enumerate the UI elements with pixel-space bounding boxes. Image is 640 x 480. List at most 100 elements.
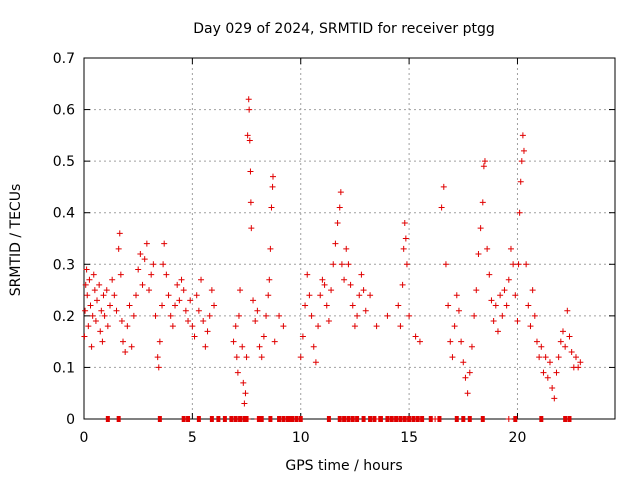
zero-value-marker	[394, 416, 399, 422]
data-point	[449, 354, 456, 361]
data-point	[256, 343, 263, 350]
data-point	[174, 281, 181, 288]
data-point	[122, 348, 129, 355]
data-point	[460, 359, 467, 366]
data-point	[193, 292, 200, 299]
data-point	[243, 354, 250, 361]
data-point	[118, 318, 125, 325]
x-tick-label: 10	[292, 430, 310, 446]
data-point	[113, 307, 120, 314]
data-point	[208, 287, 215, 294]
data-point	[94, 297, 101, 304]
data-point	[337, 189, 344, 196]
data-point	[503, 302, 510, 309]
data-point	[540, 369, 547, 376]
data-point	[416, 338, 423, 345]
zero-value-marker	[116, 416, 121, 422]
data-point	[161, 240, 168, 247]
data-point	[538, 343, 545, 350]
data-point	[510, 261, 517, 268]
data-point	[87, 302, 94, 309]
data-point	[155, 364, 162, 371]
data-point	[154, 354, 161, 361]
data-point	[336, 204, 343, 211]
data-point	[139, 281, 146, 288]
data-point	[575, 364, 582, 371]
data-point	[90, 271, 97, 278]
data-points	[81, 96, 584, 422]
data-point	[332, 240, 339, 247]
data-point	[479, 199, 486, 206]
data-point	[464, 390, 471, 397]
zero-value-marker	[513, 416, 518, 422]
zero-value-marker	[244, 416, 249, 422]
data-point	[345, 261, 352, 268]
zero-value-marker	[411, 416, 416, 422]
data-point	[536, 354, 543, 361]
data-point	[358, 271, 365, 278]
zero-value-marker	[259, 416, 264, 422]
data-point	[191, 333, 198, 340]
y-tick-label: 0.2	[53, 309, 75, 325]
data-point	[542, 354, 549, 361]
y-axis-label: SRMTID / TECUs	[8, 184, 24, 297]
data-point	[572, 354, 579, 361]
data-point	[438, 204, 445, 211]
y-tick-label: 0.5	[53, 154, 75, 170]
data-point	[354, 312, 361, 319]
data-point	[403, 261, 410, 268]
zero-value-marker	[216, 416, 221, 422]
zero-value-marker	[539, 416, 544, 422]
zero-value-marker	[567, 416, 572, 422]
zero-value-marker	[277, 416, 282, 422]
zero-value-marker	[105, 416, 110, 422]
data-point	[104, 323, 111, 330]
zero-value-marker	[257, 416, 262, 422]
data-point	[455, 307, 462, 314]
data-point	[258, 354, 265, 361]
zero-value-marker	[437, 416, 442, 422]
zero-value-marker	[186, 416, 191, 422]
data-point	[96, 281, 103, 288]
x-axis: 0 5 10 15 20	[80, 58, 526, 446]
zero-value-marker	[361, 416, 366, 422]
data-point	[117, 271, 124, 278]
zero-value-marker	[222, 416, 227, 422]
zero-value-marker	[285, 416, 290, 422]
data-point	[442, 261, 449, 268]
data-point	[146, 287, 153, 294]
data-point	[356, 292, 363, 299]
data-point	[128, 343, 135, 350]
zero-value-marker	[350, 416, 355, 422]
data-point	[525, 302, 532, 309]
data-point	[533, 338, 540, 345]
data-point	[246, 106, 253, 113]
data-point	[101, 312, 108, 319]
data-point	[330, 261, 337, 268]
data-point	[280, 323, 287, 330]
data-point	[492, 302, 499, 309]
data-point	[250, 297, 257, 304]
data-point	[402, 235, 409, 242]
data-point	[505, 276, 512, 283]
data-point	[297, 354, 304, 361]
data-point	[486, 271, 493, 278]
zero-value-marker	[342, 416, 347, 422]
data-point	[152, 312, 159, 319]
data-point	[130, 312, 137, 319]
zero-value-marker	[196, 416, 201, 422]
data-point	[185, 318, 192, 325]
data-point	[555, 354, 562, 361]
data-point	[462, 374, 469, 381]
zero-value-marker	[398, 416, 403, 422]
data-point	[84, 292, 91, 299]
data-point	[252, 318, 259, 325]
data-point	[484, 245, 491, 252]
data-point	[505, 416, 512, 422]
zero-value-marker	[454, 416, 459, 422]
data-point	[254, 307, 261, 314]
y-axis: 0 0.1 0.2 0.3 0.4 0.5 0.6 0.7	[53, 51, 615, 428]
data-point	[488, 297, 495, 304]
data-point	[401, 220, 408, 227]
data-point	[189, 323, 196, 330]
